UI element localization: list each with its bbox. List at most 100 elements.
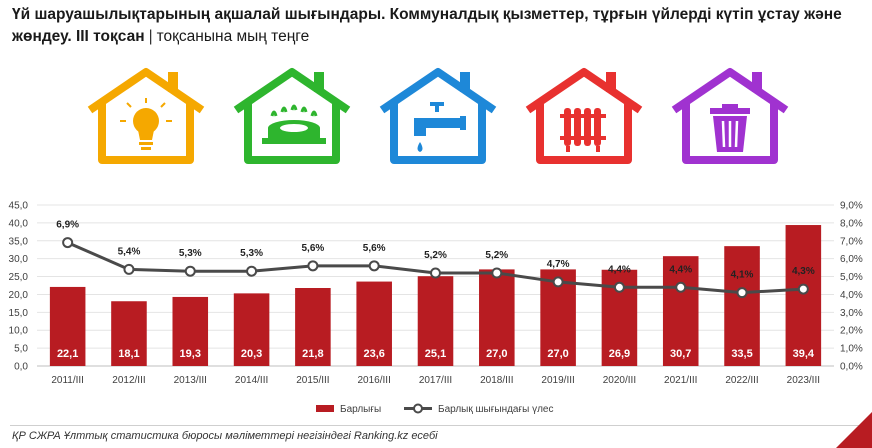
x-tick-label: 2012/III	[112, 375, 145, 386]
lightbulb-house-icon	[87, 68, 205, 164]
combo-chart: 0,0 5,0 10,0 15,0 20,0 25,0 30,0 35,0 40,0 45,0 0,…	[9, 201, 863, 416]
y2-tick-label: 6,0%	[840, 254, 863, 265]
line-value-label: 4,3%	[792, 266, 815, 277]
x-tick-label: 2013/III	[174, 375, 207, 386]
line-marker	[552, 276, 564, 288]
y2-tick-label: 5,0%	[840, 272, 863, 283]
bar-value-label: 23,6	[363, 348, 384, 360]
legend-line-label: Барлық шығындағы үлес	[438, 404, 554, 415]
line-value-label: 5,2%	[424, 250, 447, 261]
line-value-label: 4,1%	[731, 270, 754, 281]
line-marker	[123, 263, 135, 275]
line-marker	[307, 260, 319, 272]
bar	[295, 288, 331, 366]
x-tick-label: 2020/III	[603, 375, 636, 386]
bar-value-label: 22,1	[57, 348, 78, 360]
gas-burner-house-icon	[233, 68, 351, 164]
line-value-label: 4,7%	[547, 259, 570, 270]
bar-value-label: 27,0	[547, 348, 568, 360]
bar-value-label: 25,1	[425, 348, 446, 360]
y2-tick-label: 4,0%	[840, 290, 863, 301]
line-marker	[736, 287, 748, 299]
y-tick-label: 25,0	[9, 272, 29, 283]
line-marker	[184, 265, 196, 277]
line-value-label: 5,3%	[240, 248, 263, 259]
bar-value-label: 27,0	[486, 348, 507, 360]
line-value-label: 4,4%	[669, 264, 692, 275]
y2-tick-label: 9,0%	[840, 201, 863, 212]
line-value-label: 5,3%	[179, 248, 202, 259]
bar-value-label: 21,8	[302, 348, 323, 360]
legend-bar-label: Барлығы	[340, 404, 381, 415]
line-marker	[491, 267, 503, 279]
bar	[724, 246, 760, 366]
footer-divider	[10, 425, 862, 426]
y-tick-label: 30,0	[9, 254, 29, 265]
y2-tick-label: 1,0%	[840, 344, 863, 355]
y-tick-label: 45,0	[9, 201, 29, 212]
source-note: ҚР СЖРА Ұлттық статистика бюросы мәлімет…	[12, 430, 438, 442]
line-marker	[675, 281, 687, 293]
x-tick-label: 2022/III	[725, 375, 758, 386]
y-tick-label: 20,0	[9, 290, 29, 301]
legend-bar-swatch	[316, 405, 334, 412]
corner-accent	[836, 412, 872, 448]
x-tick-label: 2014/III	[235, 375, 268, 386]
line-marker	[246, 265, 258, 277]
bar-value-label: 39,4	[793, 348, 815, 360]
y-tick-label: 15,0	[9, 308, 29, 319]
bar-value-label: 26,9	[609, 348, 630, 360]
x-tick-label: 2019/III	[541, 375, 574, 386]
bar	[233, 293, 270, 366]
line-marker	[797, 283, 809, 295]
bar	[479, 269, 515, 366]
title-unit: тоқсанына мың теңге	[156, 28, 310, 45]
x-tick-label: 2015/III	[296, 375, 329, 386]
x-tick-label: 2016/III	[358, 375, 391, 386]
y-tick-label: 40,0	[9, 218, 29, 229]
x-tick-label: 2017/III	[419, 375, 452, 386]
y2-tick-label: 8,0%	[840, 218, 863, 229]
trash-bin-house-icon	[671, 68, 789, 164]
title-separator: |	[148, 28, 153, 45]
y2-tick-label: 0,0%	[840, 362, 863, 373]
y-tick-label: 10,0	[9, 326, 29, 337]
line-value-label: 6,9%	[56, 220, 79, 231]
bar-value-label: 33,5	[731, 348, 752, 360]
line-value-label: 5,2%	[485, 250, 508, 261]
bar	[49, 286, 86, 366]
y2-tick-label: 2,0%	[840, 326, 863, 337]
bar	[417, 276, 454, 366]
bar	[356, 281, 392, 366]
y-tick-label: 5,0	[14, 344, 28, 355]
water-tap-house-icon	[379, 68, 497, 164]
line-marker	[430, 267, 441, 279]
line-value-label: 5,4%	[118, 246, 141, 257]
legend-line-marker	[413, 403, 423, 414]
bar	[172, 296, 209, 366]
y-tick-label: 35,0	[9, 236, 29, 247]
bar	[111, 301, 147, 366]
x-tick-label: 2021/III	[664, 375, 697, 386]
bar-value-label: 30,7	[670, 348, 691, 360]
x-tick-label: 2023/III	[787, 375, 820, 386]
y2-tick-label: 3,0%	[840, 308, 863, 319]
line-value-label: 5,6%	[301, 243, 324, 254]
y-tick-label: 0,0	[14, 362, 28, 373]
title-main: Үй шаруашылықтарының ақшалай шығындары. …	[12, 6, 842, 45]
x-tick-label: 2018/III	[480, 375, 513, 386]
line-value-label: 4,4%	[608, 264, 631, 275]
line-marker	[368, 260, 380, 272]
bar	[662, 256, 699, 366]
bar-value-label: 20,3	[241, 348, 262, 360]
radiator-house-icon	[525, 68, 643, 164]
bar-value-label: 19,3	[180, 348, 201, 360]
line-marker	[613, 281, 625, 293]
line-marker	[62, 237, 74, 249]
bar-value-label: 18,1	[118, 348, 139, 360]
line-value-label: 5,6%	[363, 243, 386, 254]
y2-tick-label: 7,0%	[840, 236, 863, 247]
chart-title: Үй шаруашылықтарының ақшалай шығындары. …	[12, 4, 862, 48]
x-tick-label: 2011/III	[51, 375, 84, 386]
bar	[785, 225, 822, 366]
